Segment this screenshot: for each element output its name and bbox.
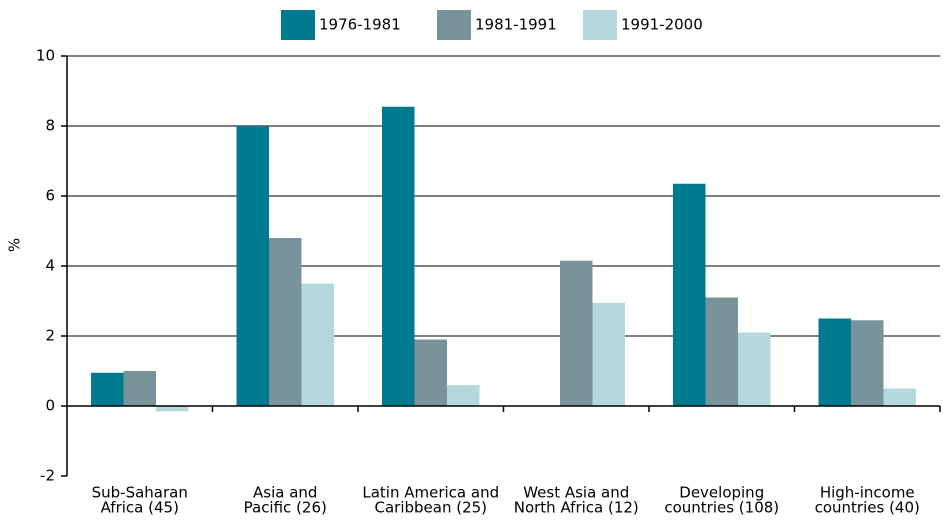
- x-tick-label: countries (40): [815, 499, 920, 517]
- bar: [414, 339, 447, 406]
- y-tick-label: 0: [45, 397, 55, 415]
- bar: [447, 385, 480, 406]
- bar: [123, 371, 156, 406]
- legend-swatch: [583, 10, 617, 40]
- bar: [705, 297, 738, 406]
- bar: [91, 372, 124, 406]
- y-tick-label: -2: [40, 467, 55, 485]
- y-tick-label: 4: [45, 257, 55, 275]
- bar: [301, 283, 334, 406]
- x-tick-label: West Asia and: [523, 484, 629, 502]
- y-tick-label: 2: [45, 327, 55, 345]
- bar: [382, 106, 415, 406]
- x-tick-label: North Africa (12): [514, 499, 639, 517]
- y-axis-label: %: [6, 238, 24, 252]
- x-tick-label: Pacific (26): [244, 499, 327, 517]
- bar: [236, 126, 269, 406]
- x-tick-label: High-income: [820, 484, 915, 502]
- legend-swatch: [437, 10, 471, 40]
- x-tick-label: Asia and: [253, 484, 317, 502]
- legend-label: 1981-1991: [475, 16, 557, 34]
- x-tick-label: countries (108): [664, 499, 779, 517]
- x-tick-label: Latin America and: [362, 484, 499, 502]
- bar: [883, 388, 916, 406]
- x-tick-label: Sub-Saharan: [92, 484, 188, 502]
- x-tick-label: Caribbean (25): [374, 499, 487, 517]
- y-tick-label: 10: [36, 47, 55, 65]
- x-tick-label: Developing: [679, 484, 764, 502]
- legend-label: 1976-1981: [319, 16, 401, 34]
- bar: [738, 332, 771, 406]
- bar: [269, 238, 302, 406]
- bar: [818, 318, 851, 406]
- bar: [592, 302, 625, 406]
- legend-swatch: [281, 10, 315, 40]
- y-tick-label: 8: [45, 117, 55, 135]
- legend-label: 1991-2000: [621, 16, 703, 34]
- bar: [851, 320, 884, 406]
- bar: [673, 183, 706, 406]
- y-tick-label: 6: [45, 187, 55, 205]
- x-tick-label: Africa (45): [101, 499, 179, 517]
- bar: [156, 406, 189, 412]
- bar: [560, 260, 593, 406]
